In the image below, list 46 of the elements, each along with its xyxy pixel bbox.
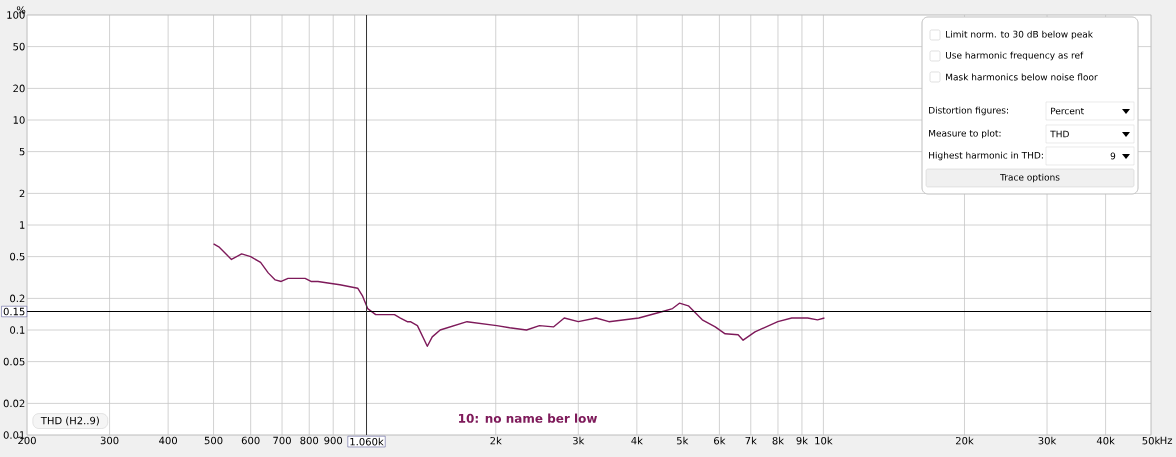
x-tick-label: 400 [159,436,178,445]
x-tick-label: 6k [714,436,726,445]
x-tick-label: 50k [1142,436,1161,445]
x-tick-label: 4k [631,436,643,445]
annotation: THD [1050,130,1069,138]
x-tick-label: 700 [273,436,291,445]
annotation: Percent [1051,107,1084,115]
x-tick-label: 600 [241,436,260,445]
annotation: Measure to plot: [929,129,1001,139]
annotation: Trace options [1000,173,1060,183]
x-tick-label: 9k [796,436,808,445]
annotation: Use harmonic frequency as ref [945,51,1084,61]
annotation: 9 [1110,152,1116,160]
y-tick-label: 5 [19,147,25,156]
y-tick-label: 0.1 [10,326,25,334]
x-tick-label: 900 [324,436,343,445]
y-tick-label: 0.02 [3,399,25,408]
y-tick-label: 1 [20,221,25,229]
x-tick-label: 500 [204,436,223,445]
x-tick-label: 40k [1096,436,1115,445]
x-tick-label: 8k [772,436,785,445]
annotation: Mask harmonics below noise floor [946,73,1098,81]
y-tick-label: 0.2 [10,294,25,303]
x-tick-label: 3k [572,436,585,445]
y-tick-label: 0.5 [10,252,25,261]
annotation: Highest harmonic in THD: [929,151,1043,161]
x-tick-label: 800 [300,436,319,445]
ref-line-label: 0.15 [3,307,25,316]
ref-line-label: 1.060k [350,437,384,446]
x-tick-label: 7k [745,436,757,445]
y-tick-label: 2 [19,189,25,198]
x-axis-title: Hz [1160,436,1173,444]
annotation: THD (H2..9) [40,416,99,426]
x-tick-label: 20k [955,436,974,445]
x-tick-label: 5k [676,436,689,445]
x-tick-label: 30k [1038,436,1057,445]
y-tick-label: 50 [13,42,25,51]
annotation: Limit norm. to 30 dB below peak [946,30,1093,40]
y-tick-label: 0.05 [3,357,25,366]
y-tick-label: 10 [13,116,25,124]
x-tick-label: 10k [815,436,833,445]
y-tick-label: 20 [13,84,25,93]
x-tick-label: 300 [100,436,119,445]
text: 10: no name ber low [459,413,598,423]
x-tick-label: 2k [490,436,502,445]
annotation: Distortion figures: [929,106,1008,116]
